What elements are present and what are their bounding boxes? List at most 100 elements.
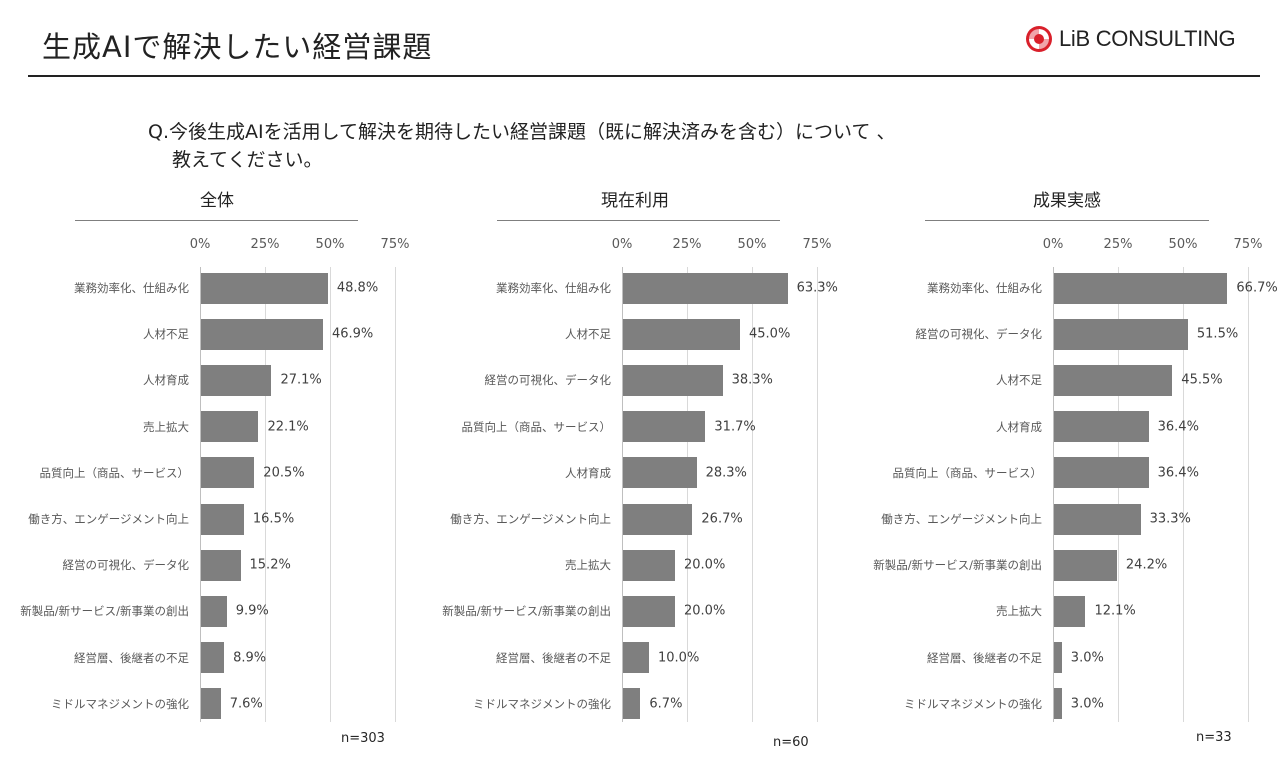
value-label: 31.7% xyxy=(714,419,756,435)
value-label: 15.2% xyxy=(249,557,291,573)
value-label: 22.1% xyxy=(267,419,309,435)
chart-title: 現在利用 xyxy=(601,191,669,211)
value-label: 16.5% xyxy=(252,511,295,527)
category-label: 売上拡大 xyxy=(565,558,611,573)
category-label: 業務効率化、仕組み化 xyxy=(496,281,611,295)
y-axis xyxy=(200,267,201,722)
bar xyxy=(201,457,255,489)
value-label: 9.9% xyxy=(235,603,269,619)
swirl-logo-icon xyxy=(1026,26,1052,52)
category-label: 新製品/新サービス/新事業の創出 xyxy=(873,558,1042,573)
category-label: 売上拡大 xyxy=(143,419,189,434)
gridline xyxy=(265,267,266,722)
value-label: 38.3% xyxy=(731,372,773,388)
value-label: 20.5% xyxy=(263,465,305,481)
category-label: 品質向上（商品、サービス） xyxy=(39,465,190,480)
category-label: 人材不足 xyxy=(565,327,611,342)
x-tick-label: 0% xyxy=(189,237,211,252)
header-divider xyxy=(28,75,1260,77)
category-label: 業務効率化、仕組み化 xyxy=(74,281,189,295)
value-label: 7.6% xyxy=(229,696,263,712)
bar xyxy=(623,364,723,396)
value-label: 26.7% xyxy=(701,511,743,527)
bar xyxy=(623,642,649,674)
bar xyxy=(201,318,323,350)
chart-title-underline xyxy=(497,220,780,221)
value-label: 45.0% xyxy=(749,326,791,342)
bar xyxy=(201,595,227,627)
gridline xyxy=(330,267,331,722)
x-tick-label: 0% xyxy=(1042,237,1064,252)
chart-title: 全体 xyxy=(200,191,234,211)
x-tick-label: 50% xyxy=(315,237,345,252)
survey-question: Q.今後生成AIを活用して解決を期待したい経営課題（既に解決済みを含む）について… xyxy=(148,118,896,174)
value-label: 36.4% xyxy=(1157,465,1199,481)
gridline xyxy=(1248,267,1249,722)
bar xyxy=(1054,688,1062,720)
category-label: 働き方、エンゲージメント向上 xyxy=(450,512,611,526)
gridline xyxy=(1118,267,1119,722)
category-label: ミドルマネジメントの強化 xyxy=(473,696,611,711)
sample-size-label: n=33 xyxy=(1196,730,1232,745)
bar xyxy=(623,318,740,350)
y-axis xyxy=(1053,267,1054,722)
bar xyxy=(1054,411,1149,443)
value-label: 46.9% xyxy=(331,326,374,342)
bar xyxy=(201,364,272,396)
value-label: 6.7% xyxy=(649,696,683,712)
value-label: 20.0% xyxy=(684,603,726,619)
value-label: 20.0% xyxy=(684,557,726,573)
sample-size-label: n=303 xyxy=(341,731,385,746)
value-label: 63.3% xyxy=(796,280,838,296)
category-label: 働き方、エンゲージメント向上 xyxy=(881,512,1042,526)
bar xyxy=(1054,549,1117,581)
bar xyxy=(201,688,221,720)
value-label: 10.0% xyxy=(658,650,700,666)
category-label: 経営の可視化、データ化 xyxy=(62,558,190,573)
category-label: 人材育成 xyxy=(996,419,1042,434)
x-tick-label: 25% xyxy=(1103,237,1133,252)
chart-title: 成果実感 xyxy=(1033,191,1101,211)
x-tick-label: 75% xyxy=(1233,237,1263,252)
x-tick-label: 25% xyxy=(672,237,702,252)
value-label: 12.1% xyxy=(1094,603,1136,619)
category-label: ミドルマネジメントの強化 xyxy=(904,696,1042,711)
category-label: 人材育成 xyxy=(565,465,611,480)
category-label: 人材育成 xyxy=(143,373,189,388)
bar xyxy=(1054,642,1062,674)
category-label: 経営層、後継者の不足 xyxy=(74,650,189,665)
question-line-2: 教えてください。 xyxy=(172,149,323,171)
bar xyxy=(623,595,675,627)
category-label: 品質向上（商品、サービス） xyxy=(461,419,612,434)
bar xyxy=(623,503,693,535)
bar xyxy=(1054,318,1188,350)
category-label: 経営層、後継者の不足 xyxy=(496,650,611,665)
x-tick-label: 25% xyxy=(250,237,280,252)
bar xyxy=(1054,595,1086,627)
chart-title-underline xyxy=(75,220,358,221)
category-label: 働き方、エンゲージメント向上 xyxy=(28,512,189,526)
sample-size-label: n=60 xyxy=(773,735,809,750)
gridline xyxy=(1183,267,1184,722)
bar xyxy=(623,688,641,720)
bar xyxy=(1054,457,1149,489)
category-label: 新製品/新サービス/新事業の創出 xyxy=(20,604,189,619)
category-label: 経営層、後継者の不足 xyxy=(927,650,1042,665)
bar xyxy=(623,457,697,489)
gridline xyxy=(752,267,753,722)
category-label: 人材不足 xyxy=(996,373,1042,388)
category-label: 業務効率化、仕組み化 xyxy=(927,281,1042,295)
x-tick-label: 0% xyxy=(611,237,633,252)
question-line-1: Q.今後生成AIを活用して解決を期待したい経営課題（既に解決済みを含む）について… xyxy=(148,121,896,143)
bar xyxy=(201,411,259,443)
value-label: 28.3% xyxy=(705,465,747,481)
bar xyxy=(623,411,706,443)
category-label: 経営の可視化、データ化 xyxy=(915,327,1043,342)
value-label: 48.8% xyxy=(336,280,379,296)
gridline xyxy=(395,267,396,722)
value-label: 3.0% xyxy=(1070,696,1104,712)
value-label: 27.1% xyxy=(280,372,322,388)
bar xyxy=(201,272,328,304)
value-label: 36.4% xyxy=(1157,419,1199,435)
bar xyxy=(623,272,788,304)
